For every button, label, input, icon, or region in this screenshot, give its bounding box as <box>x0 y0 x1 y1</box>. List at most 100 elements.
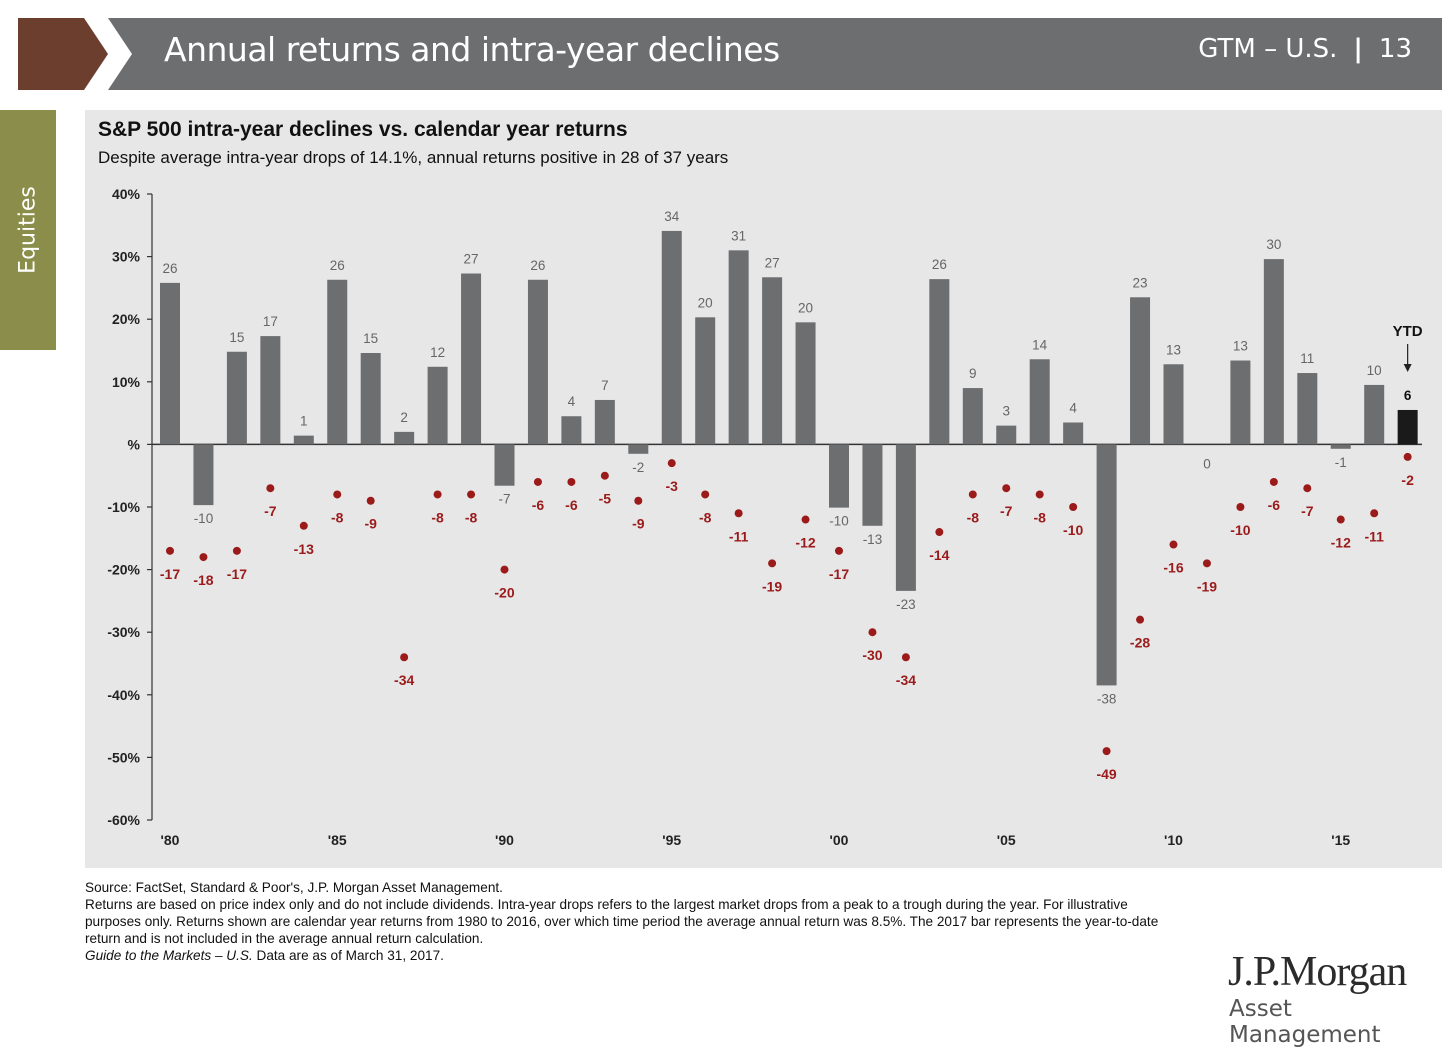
y-tick-label: -40% <box>107 687 140 703</box>
return-label: 3 <box>1002 404 1010 419</box>
decline-label: -11 <box>729 528 749 544</box>
chart-subtitle: Despite average intra-year drops of 14.1… <box>98 148 729 167</box>
decline-dot <box>1303 484 1312 493</box>
y-tick-label: -30% <box>107 624 140 640</box>
decline-label: -17 <box>829 566 849 582</box>
return-label: 15 <box>363 331 378 346</box>
decline-label: -3 <box>666 478 679 494</box>
guide-title: Guide to the Markets – U.S. <box>85 948 253 963</box>
ytd-arrow-icon <box>1403 364 1412 372</box>
decline-label: -10 <box>1063 522 1083 538</box>
decline-label: -20 <box>494 585 514 601</box>
x-tick-label: '95 <box>662 832 681 848</box>
decline-label: -30 <box>862 647 882 663</box>
return-label: 4 <box>568 394 576 409</box>
jpmorgan-logo: J.P.Morgan <box>1228 949 1407 995</box>
return-bar <box>728 250 749 445</box>
decline-dot <box>467 490 476 499</box>
return-label: 17 <box>263 314 278 329</box>
return-bar <box>226 351 247 445</box>
decline-dot <box>1069 503 1078 511</box>
return-label: 7 <box>601 378 609 393</box>
decline-label: -16 <box>1163 560 1183 576</box>
decline-dot <box>166 546 174 555</box>
data-date: Data are as of March 31, 2017. <box>252 948 444 963</box>
gtm-label: GTM – U.S. <box>1198 34 1338 64</box>
decline-dot <box>701 490 710 499</box>
decline-dot <box>567 477 576 486</box>
decline-label: -17 <box>160 566 180 582</box>
y-tick-label: -60% <box>107 812 140 828</box>
return-label: -1 <box>1335 455 1347 470</box>
return-label: -10 <box>829 514 849 529</box>
chart-title: S&P 500 intra-year declines vs. calendar… <box>98 118 628 141</box>
decline-dot <box>433 490 442 499</box>
decline-dot <box>232 546 241 555</box>
return-label: 14 <box>1032 337 1048 352</box>
header-separator: | <box>1353 34 1363 64</box>
x-tick-label: '80 <box>161 832 180 848</box>
return-label: 30 <box>1266 237 1281 252</box>
return-label: 31 <box>731 228 746 243</box>
decline-label: -6 <box>565 497 578 513</box>
decline-dot <box>968 490 977 499</box>
return-label: -38 <box>1097 691 1117 706</box>
return-bar <box>360 353 381 445</box>
decline-dot <box>1102 747 1111 756</box>
x-tick-label: '90 <box>495 832 514 848</box>
return-label: 20 <box>698 295 713 310</box>
decline-label: -9 <box>364 516 377 532</box>
decline-label: -10 <box>1230 522 1250 538</box>
return-label: -7 <box>498 492 510 507</box>
decline-label: -8 <box>699 509 712 525</box>
y-tick-label: -50% <box>107 749 140 765</box>
decline-label: -8 <box>967 509 980 525</box>
decline-label: -28 <box>1130 635 1150 651</box>
return-bar <box>762 277 783 445</box>
decline-label: -5 <box>599 491 612 507</box>
return-bar <box>394 431 415 445</box>
decline-dot <box>299 521 308 530</box>
y-tick-label: % <box>128 436 141 452</box>
x-tick-label: '85 <box>328 832 347 848</box>
return-label: 0 <box>1203 456 1211 471</box>
decline-dot <box>333 490 342 499</box>
return-bar <box>427 366 448 445</box>
decline-label: -19 <box>1197 578 1217 594</box>
decline-dot <box>1002 484 1011 493</box>
y-tick-label: 40% <box>112 186 141 202</box>
decline-label: -12 <box>1331 535 1351 551</box>
return-label: -10 <box>194 511 214 526</box>
x-tick-label: '10 <box>1164 832 1183 848</box>
decline-label: -7 <box>1000 503 1013 519</box>
page-title: Annual returns and intra-year declines <box>164 30 780 69</box>
return-label: 27 <box>464 252 479 267</box>
return-label: 15 <box>229 330 244 345</box>
decline-dot <box>1236 503 1245 511</box>
return-bar <box>561 416 582 445</box>
section-tab-equities[interactable]: Equities <box>0 110 56 350</box>
page-number: 13 <box>1378 34 1412 64</box>
return-label: 2 <box>400 410 408 425</box>
y-tick-label: -10% <box>107 499 140 515</box>
return-label: -13 <box>863 532 883 547</box>
return-label: 26 <box>932 257 947 272</box>
decline-label: -49 <box>1096 766 1116 782</box>
decline-label: -18 <box>193 572 213 588</box>
y-tick-label: -20% <box>107 562 140 578</box>
return-label: 34 <box>664 209 680 224</box>
decline-dot <box>667 459 676 468</box>
decline-dot <box>1269 477 1278 486</box>
x-tick-label: '05 <box>997 832 1016 848</box>
decline-dot <box>1169 540 1178 549</box>
return-label: 1 <box>300 414 308 429</box>
return-bar <box>695 317 716 445</box>
decline-dot <box>500 565 509 574</box>
decline-label: -6 <box>532 497 545 513</box>
decline-label: -19 <box>762 578 782 594</box>
decline-label: -7 <box>1301 503 1314 519</box>
decline-dot <box>835 546 843 555</box>
return-bar <box>461 273 482 445</box>
decline-label: -34 <box>896 672 916 688</box>
return-label: 27 <box>765 255 780 270</box>
